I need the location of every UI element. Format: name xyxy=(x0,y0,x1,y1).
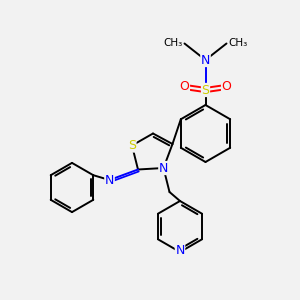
Text: N: N xyxy=(105,173,114,187)
Text: CH₃: CH₃ xyxy=(164,38,183,49)
Text: N: N xyxy=(175,244,185,257)
Text: CH₃: CH₃ xyxy=(228,38,247,49)
Text: S: S xyxy=(128,139,136,152)
Text: S: S xyxy=(202,83,209,97)
Text: O: O xyxy=(222,80,231,94)
Text: O: O xyxy=(180,80,189,94)
Text: N: N xyxy=(201,53,210,67)
Text: N: N xyxy=(159,161,168,175)
